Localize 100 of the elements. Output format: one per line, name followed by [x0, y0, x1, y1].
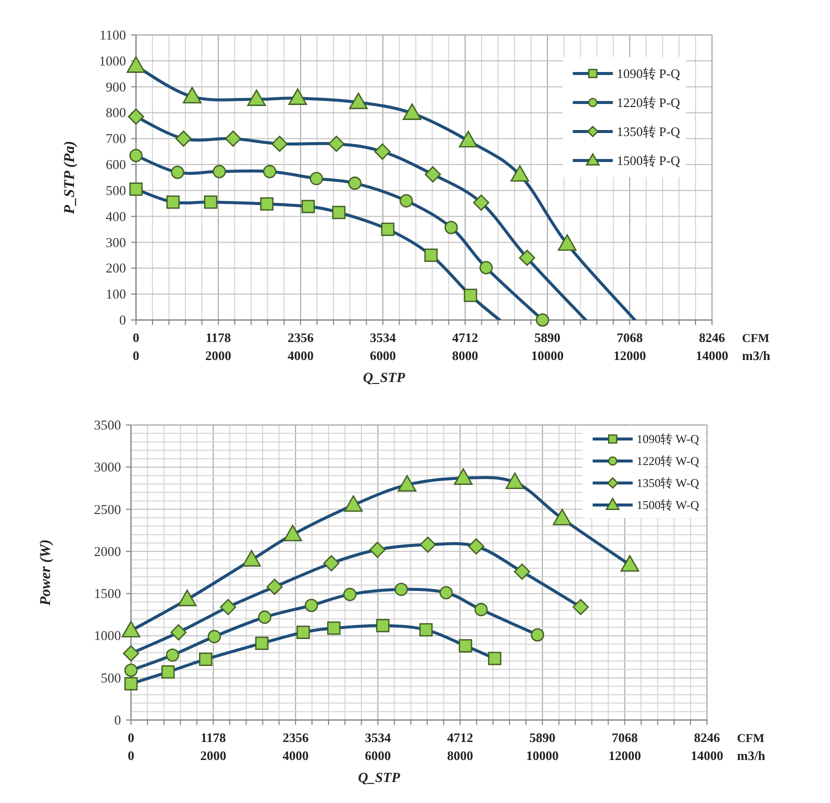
point: [124, 664, 138, 677]
point: [247, 89, 266, 106]
point: [349, 92, 368, 110]
y-tick-label: 0: [119, 312, 126, 328]
x2-tick-label: 1178: [206, 330, 232, 345]
point: [260, 197, 274, 211]
legend-label: 1350转 P-Q: [616, 124, 681, 140]
point: [376, 618, 390, 632]
x2-tick-label: 4712: [447, 730, 474, 745]
x2-tick-label: 3534: [370, 330, 396, 345]
point: [343, 588, 357, 602]
point: [323, 555, 340, 572]
legend-label: 1090转 W-Q: [636, 432, 700, 446]
point: [332, 206, 346, 220]
point: [166, 648, 180, 662]
point: [204, 195, 218, 209]
point: [296, 626, 310, 639]
point: [255, 636, 268, 650]
x-tick-label: 4000: [288, 348, 314, 363]
point: [530, 628, 544, 642]
y-tick-label: 3000: [94, 460, 122, 475]
point: [458, 130, 478, 148]
point: [266, 578, 283, 595]
point: [258, 610, 272, 624]
point: [420, 536, 436, 553]
point: [572, 598, 589, 616]
y-tick-label: 500: [106, 182, 126, 198]
x-tick-label: 14000: [690, 748, 724, 763]
point: [374, 144, 391, 160]
point: [474, 602, 488, 616]
y-tick-label: 3500: [94, 418, 122, 432]
point: [178, 590, 196, 606]
y-tick-label: 500: [100, 670, 122, 686]
point: [400, 194, 413, 208]
legend-label: 1090转 P-Q: [616, 66, 681, 82]
point: [166, 195, 180, 209]
y-tick-label: 700: [106, 131, 126, 146]
y-tick-label: 1100: [100, 28, 126, 42]
x2-tick-label: 2356: [288, 330, 314, 345]
point: [510, 165, 530, 182]
x-tick-label: 2000: [200, 748, 226, 763]
legend-label: 1350转 W-Q: [636, 476, 700, 490]
point: [424, 166, 441, 182]
x-tick-label: 0: [132, 348, 140, 363]
point: [518, 250, 536, 266]
y-tick-label: 100: [106, 286, 126, 302]
text: m3/h: [742, 348, 771, 363]
y-tick-label: 400: [106, 208, 126, 224]
y-tick-label: 300: [106, 234, 126, 250]
point: [328, 136, 344, 152]
point: [161, 665, 175, 679]
point: [283, 524, 302, 542]
point: [288, 88, 308, 105]
x2-tick-label: 2356: [282, 730, 310, 745]
point: [175, 130, 192, 147]
point: [440, 586, 453, 600]
point: [263, 164, 276, 178]
point: [304, 598, 318, 612]
legend-label: 1500转 W-Q: [636, 498, 700, 512]
point: [327, 621, 340, 635]
y-tick-label: 0: [114, 712, 122, 728]
x2-tick-label: 8246: [694, 730, 720, 745]
point: [122, 645, 140, 662]
y-tick-label: 2500: [94, 502, 122, 517]
point: [182, 86, 202, 104]
x-tick-label: 4000: [282, 748, 309, 763]
x2-tick-label: 0: [132, 330, 140, 345]
point: [170, 624, 187, 640]
legend-label: 1500转 P-Q: [616, 153, 681, 168]
point: [381, 222, 394, 236]
point: [419, 623, 433, 636]
x-axis-title: Q_STP: [358, 771, 400, 786]
x-axis-title: Q_STP: [363, 371, 406, 386]
point: [129, 182, 143, 196]
point: [129, 148, 143, 162]
y-tick-label: 2000: [94, 544, 122, 559]
x-tick-label: 14000: [696, 348, 728, 363]
point: [225, 130, 242, 147]
point: [473, 194, 490, 211]
point: [506, 472, 524, 490]
point: [402, 103, 422, 120]
point: [348, 176, 362, 190]
point: [344, 495, 363, 512]
y-tick-label: 1500: [94, 586, 122, 602]
point: [310, 172, 324, 186]
y-tick-label: 600: [106, 157, 126, 172]
point: [458, 639, 472, 652]
y-axis-title: P_STP (Pa): [62, 140, 78, 214]
x-tick-label: 2000: [205, 348, 232, 363]
point: [212, 164, 226, 178]
point: [394, 582, 408, 596]
x2-tick-label: 8246: [699, 330, 726, 345]
point: [302, 200, 315, 214]
point: [479, 261, 493, 274]
x2-axis-title: CFM: [742, 331, 770, 345]
point: [272, 136, 288, 152]
text: m3/h: [737, 748, 766, 763]
y-tick-label: 800: [106, 105, 126, 120]
y-tick-label: 200: [106, 260, 126, 276]
point: [552, 508, 572, 526]
